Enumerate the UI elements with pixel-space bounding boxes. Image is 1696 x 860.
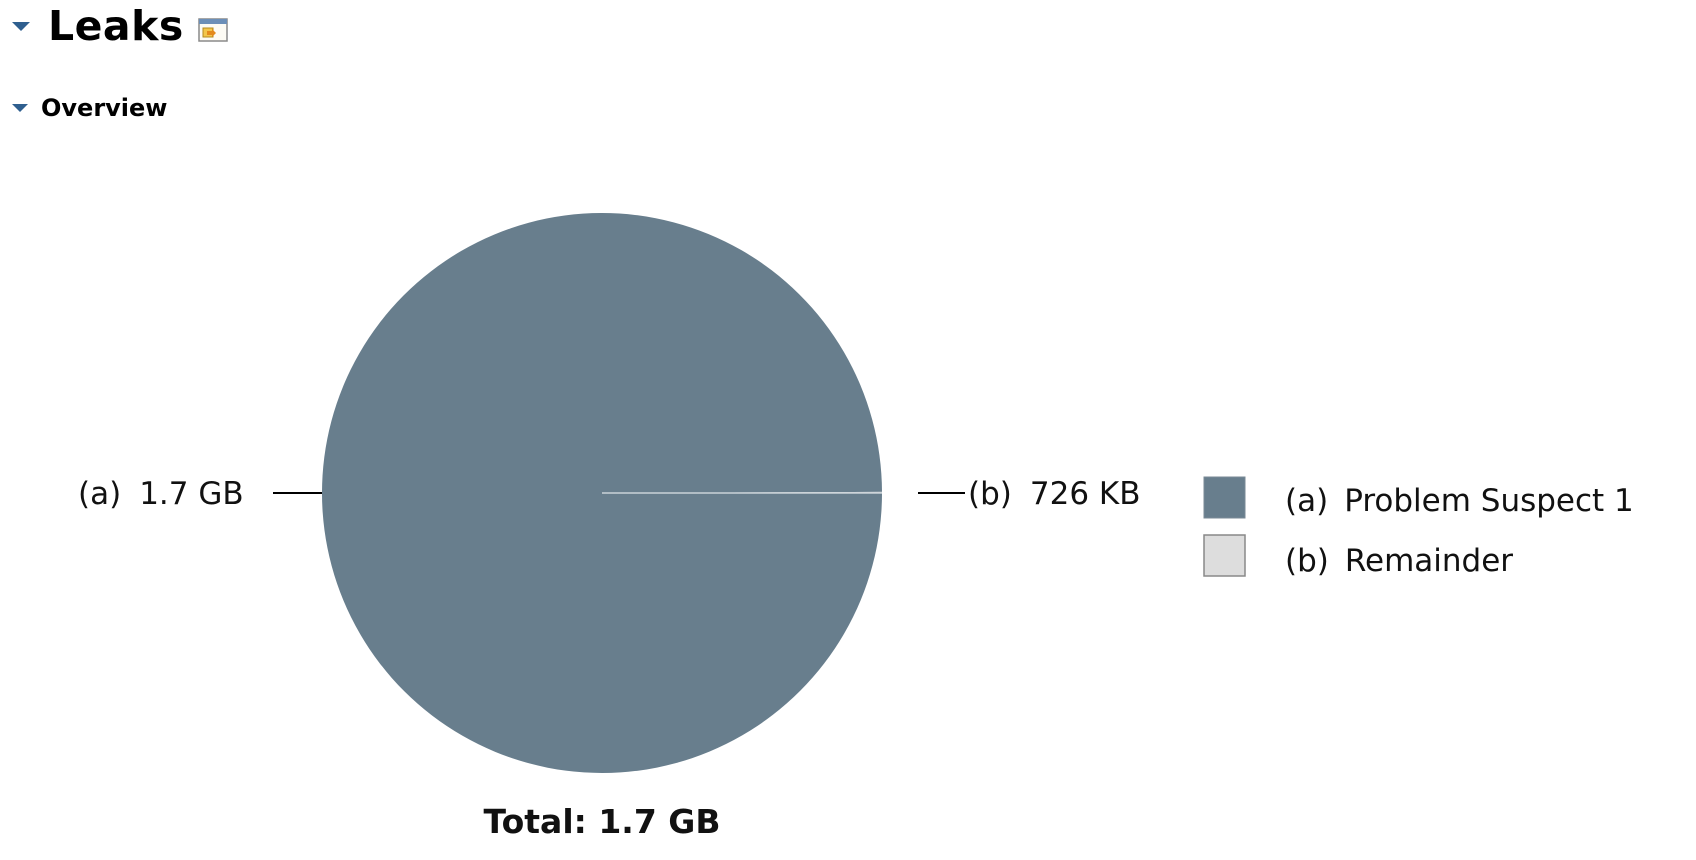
collapse-leaks-icon[interactable]	[12, 21, 30, 31]
legend-label-b: (b) Remainder	[1285, 543, 1513, 579]
leaks-section-header: Leaks	[12, 2, 228, 50]
legend-swatch-b	[1203, 534, 1246, 577]
pie-slices	[322, 213, 883, 774]
overview-title: Overview	[41, 94, 168, 122]
open-details-icon[interactable]	[198, 18, 228, 46]
legend-label-a: (a) Problem Suspect 1	[1285, 483, 1634, 519]
legend-swatch-a	[1203, 476, 1246, 519]
page-title: Leaks	[48, 2, 184, 50]
total-label: Total: 1.7 GB	[483, 802, 720, 841]
overview-section-header: Overview	[12, 94, 167, 122]
legend: (a) Problem Suspect 1 (b) Remainder	[1203, 476, 1634, 579]
slice-b-label: (b) 726 KB	[968, 476, 1141, 512]
slice-a-label: (a) 1.7 GB	[78, 476, 244, 512]
collapse-overview-icon[interactable]	[12, 104, 28, 112]
